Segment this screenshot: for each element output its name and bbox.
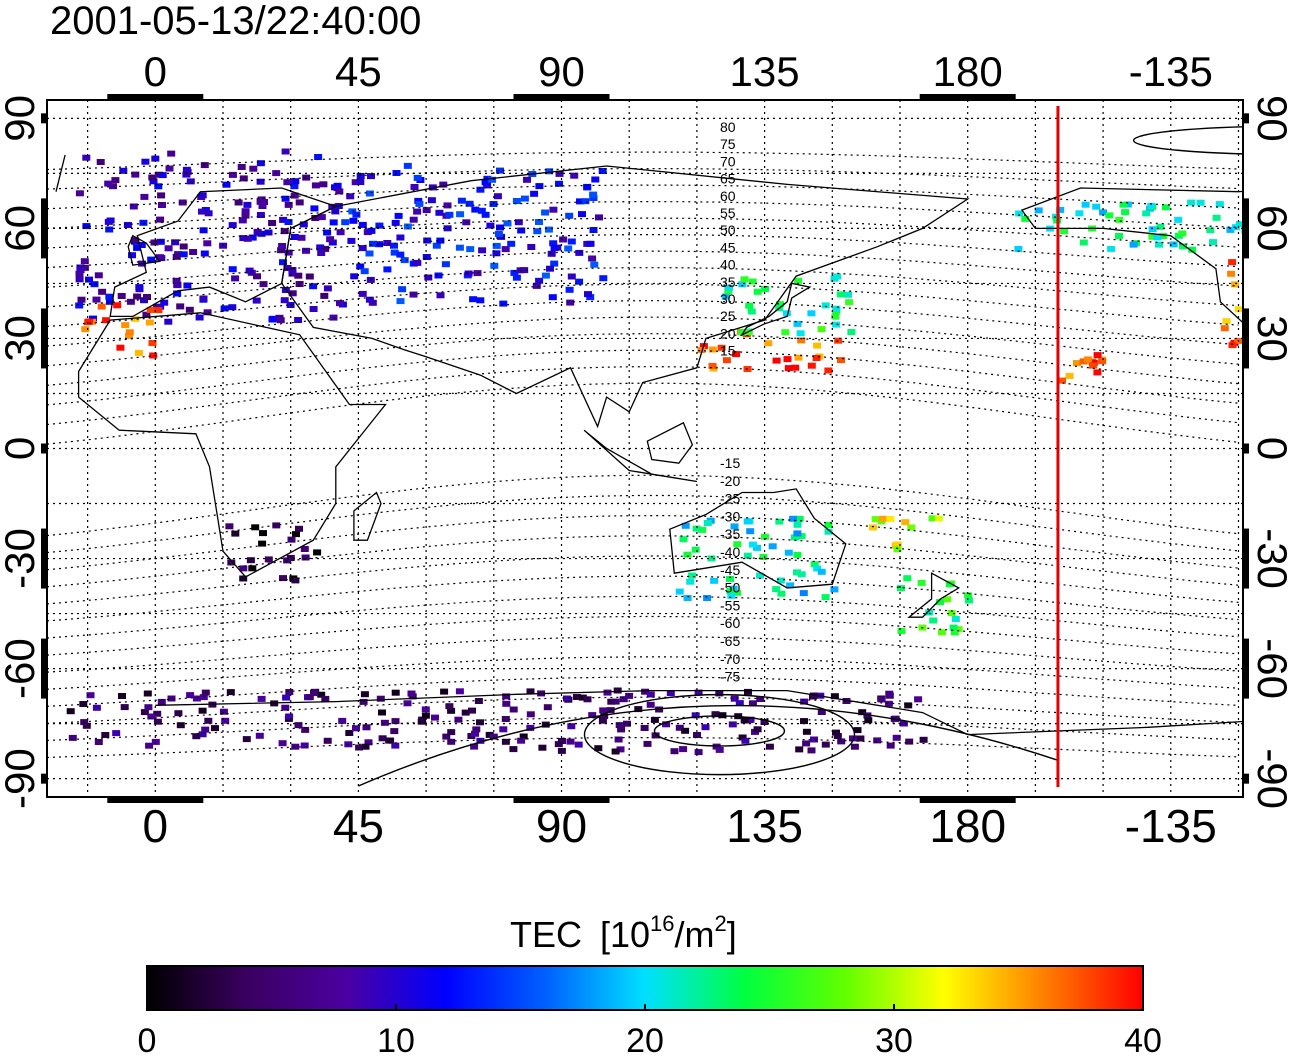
contour-label: 30 — [720, 291, 736, 307]
tec-region-iberia — [81, 302, 163, 359]
top-lon-tick-label: 45 — [335, 48, 382, 95]
contour-label: -25 — [720, 491, 740, 507]
contour-label: 55 — [720, 205, 736, 221]
magnetic-latitude-contours — [47, 126, 1243, 787]
contour-label: -50 — [720, 580, 740, 596]
coastline-borneo — [646, 421, 694, 464]
contour-label: -30 — [720, 508, 740, 524]
right-lat-tick-label: 60 — [1249, 205, 1292, 252]
colorbar-tick-label: 30 — [875, 1022, 913, 1057]
left-latitude-axis: 90 60 30 0 -30 -60 -90 — [0, 95, 43, 809]
contour-label: 75 — [720, 136, 736, 152]
contour-label: 25 — [720, 308, 736, 324]
contour-label: 40 — [720, 257, 736, 273]
contour-label: 45 — [720, 239, 736, 255]
left-lat-tick-label: 0 — [0, 437, 43, 460]
colorbar: TEC [1016/m2] 0 10 20 30 40 — [138, 911, 1162, 1060]
contour-label: 50 — [720, 222, 736, 238]
colorbar-ticks: 0 10 20 30 40 — [138, 1004, 1162, 1060]
contour-label: 80 — [720, 119, 736, 135]
right-lat-tick-label: 90 — [1249, 95, 1292, 142]
timestamp-title: 2001-05-13/22:40:00 — [50, 0, 421, 43]
colorbar-gradient — [146, 965, 1144, 1011]
coastline-northamerica — [1020, 187, 1243, 324]
colorbar-tick-label: 20 — [626, 1022, 664, 1057]
tec-region-australia — [675, 515, 839, 601]
coastline-newzealand — [907, 572, 961, 618]
colorbar-tick-label: 40 — [1124, 1022, 1162, 1057]
tec-region-pacific-islands — [869, 515, 943, 553]
coastline-antarctica — [155, 689, 1243, 736]
left-lat-tick-label: -30 — [0, 528, 43, 589]
top-lon-tick-label: -135 — [1129, 48, 1213, 95]
tec-region-russia — [336, 162, 608, 308]
bottom-lon-tick-label: 135 — [726, 800, 803, 852]
top-lon-tick-label: 90 — [538, 48, 585, 95]
coastline-africa — [77, 312, 387, 578]
tec-region-hawaii — [1058, 352, 1107, 384]
contour-label: -15 — [720, 455, 740, 471]
top-lon-tick-label: 0 — [144, 48, 167, 95]
left-lat-tick-label: -60 — [0, 638, 43, 699]
left-lat-tick-label: 90 — [0, 95, 43, 142]
bottom-lon-tick-label: 0 — [143, 800, 169, 852]
contour-label: 70 — [720, 153, 736, 169]
contour-label: 60 — [720, 188, 736, 204]
contour-label: -40 — [720, 544, 740, 560]
contour-label: 35 — [720, 274, 736, 290]
lat-lon-grid — [47, 100, 1243, 797]
colorbar-tick-label: 0 — [138, 1022, 157, 1057]
coastline-australia — [669, 488, 847, 589]
right-latitude-axis: 90 60 30 0 -30 -60 -90 — [1249, 95, 1292, 809]
contour-label: -20 — [720, 473, 740, 489]
right-lat-tick-label: 30 — [1249, 315, 1292, 362]
top-lon-tick-label: 135 — [730, 48, 800, 95]
tec-region-new-zealand — [896, 575, 973, 636]
bottom-lon-tick-label: -135 — [1125, 800, 1217, 852]
map-frame — [41, 94, 1249, 803]
contour-label: -35 — [720, 526, 740, 542]
right-lat-tick-label: -90 — [1249, 748, 1292, 809]
top-lon-tick-label: 180 — [933, 48, 1003, 95]
contour-label: -70 — [720, 651, 740, 667]
contour-label: 65 — [720, 171, 736, 187]
contour-label: 20 — [720, 325, 736, 341]
right-lat-tick-label: 0 — [1249, 437, 1292, 460]
contour-label: -60 — [720, 615, 740, 631]
colorbar-title: TEC [1016/m2] — [510, 911, 737, 955]
left-lat-tick-label: -90 — [0, 748, 43, 809]
tec-region-japan-north — [721, 273, 856, 337]
right-lat-tick-label: -30 — [1249, 528, 1292, 589]
contour-label: 15 — [720, 343, 736, 359]
right-lat-tick-label: -60 — [1249, 638, 1292, 699]
contour-label: -65 — [720, 633, 740, 649]
contour-label: -55 — [720, 597, 740, 613]
contour-label: -75 — [720, 669, 740, 685]
bottom-lon-tick-label: 180 — [929, 800, 1006, 852]
colorbar-tick-label: 10 — [377, 1022, 415, 1057]
bottom-lon-tick-label: 45 — [333, 800, 384, 852]
coastline-japan — [740, 282, 812, 337]
contour-label: -45 — [720, 562, 740, 578]
coastline-madagascar — [353, 491, 382, 541]
left-lat-tick-label: 60 — [0, 205, 43, 252]
bottom-lon-tick-label: 90 — [536, 800, 587, 852]
left-lat-tick-label: 30 — [0, 315, 43, 362]
